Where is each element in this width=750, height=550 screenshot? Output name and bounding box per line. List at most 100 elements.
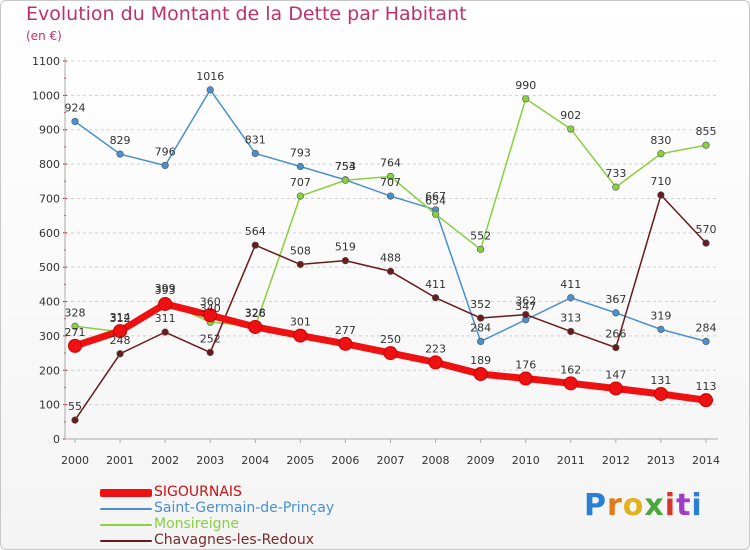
data-point: [386, 267, 395, 275]
data-label: 570: [696, 223, 717, 236]
data-label: 362: [515, 295, 536, 308]
data-point: [699, 393, 713, 408]
data-point: [477, 314, 485, 322]
y-tick-label: 0: [53, 433, 60, 446]
y-tick-label: 200: [39, 364, 60, 377]
proxiti-logo: Proxiti: [584, 488, 703, 523]
data-point: [567, 327, 575, 336]
data-label: 393: [155, 284, 176, 297]
data-label: 55: [68, 400, 82, 413]
data-label: 552: [470, 229, 491, 242]
data-point: [161, 328, 169, 336]
data-point: [657, 325, 665, 333]
data-label: 710: [650, 175, 671, 188]
y-tick-label: 800: [39, 158, 60, 171]
data-point: [518, 371, 533, 386]
data-point: [567, 294, 575, 302]
x-tick-label: 2005: [286, 454, 314, 467]
data-label: 147: [605, 368, 626, 381]
data-point: [338, 336, 353, 351]
data-point: [473, 367, 488, 382]
data-label: 314: [110, 311, 131, 324]
data-label: 176: [515, 359, 536, 372]
x-tick-label: 2003: [196, 454, 224, 467]
data-point: [203, 308, 218, 323]
data-label: 340: [200, 302, 221, 315]
data-label: 326: [245, 307, 266, 320]
y-tick-label: 300: [39, 330, 60, 343]
x-tick-label: 2013: [647, 454, 675, 467]
logo-letter: x: [644, 488, 665, 523]
data-point: [702, 141, 710, 149]
y-tick-label: 600: [39, 227, 60, 240]
data-label: 990: [515, 79, 536, 92]
data-label: 519: [335, 241, 356, 254]
x-tick-label: 2012: [602, 454, 630, 467]
y-tick-label: 1000: [32, 89, 60, 102]
logo-letter: i: [664, 488, 677, 523]
y-tick-label: 700: [39, 192, 60, 205]
x-tick-label: 2009: [467, 454, 495, 467]
data-label: 250: [380, 333, 401, 346]
data-point: [116, 150, 124, 158]
data-point: [71, 322, 79, 330]
data-point: [71, 416, 79, 424]
data-point: [653, 386, 668, 401]
data-label: 508: [290, 244, 311, 257]
data-point: [161, 161, 169, 170]
legend-swatch: [100, 524, 152, 526]
x-tick-label: 2008: [422, 454, 450, 467]
data-label: 284: [696, 321, 717, 334]
data-point: [341, 257, 350, 265]
data-point: [608, 381, 623, 396]
data-point: [702, 337, 710, 346]
data-label: 707: [380, 176, 401, 189]
data-label: 113: [696, 380, 717, 393]
data-label: 855: [696, 125, 717, 138]
data-label: 829: [110, 134, 131, 147]
data-point: [158, 296, 173, 311]
logo-letter: P: [584, 488, 607, 523]
data-point: [522, 311, 530, 319]
data-label: 352: [470, 298, 491, 311]
data-label: 733: [605, 167, 626, 180]
data-point: [116, 350, 124, 358]
data-label: 411: [425, 278, 446, 291]
data-label: 189: [470, 354, 491, 367]
x-tick-label: 2001: [106, 454, 134, 467]
data-point: [612, 343, 620, 352]
data-point: [68, 338, 82, 353]
data-point: [428, 355, 443, 370]
data-label: 902: [560, 109, 581, 122]
data-point: [522, 95, 530, 103]
data-point: [113, 324, 128, 339]
data-label: 223: [425, 342, 446, 355]
data-label: 793: [290, 146, 311, 159]
y-tick-label: 1100: [32, 55, 60, 68]
data-point: [612, 183, 620, 191]
logo-letter: r: [607, 488, 623, 523]
data-point: [431, 210, 440, 218]
data-point: [383, 346, 398, 361]
data-point: [293, 328, 308, 343]
data-label: 319: [650, 309, 671, 322]
data-point: [477, 245, 485, 253]
data-label: 488: [380, 251, 401, 264]
data-point: [477, 337, 485, 346]
data-point: [248, 319, 263, 334]
data-point: [657, 191, 665, 199]
data-label: 830: [650, 134, 671, 147]
x-tick-label: 2006: [331, 454, 359, 467]
data-label: 248: [110, 334, 131, 347]
data-label: 411: [560, 278, 581, 291]
legend-label: Monsireigne: [154, 516, 240, 532]
data-label: 564: [245, 225, 266, 238]
unit-label: (en €): [26, 29, 62, 43]
data-label: 764: [380, 156, 401, 169]
data-point: [251, 149, 259, 158]
legend-label: SIGOURNAIS: [154, 484, 242, 500]
data-point: [296, 192, 304, 200]
y-tick-label: 900: [39, 124, 60, 137]
data-label: 311: [155, 312, 176, 325]
